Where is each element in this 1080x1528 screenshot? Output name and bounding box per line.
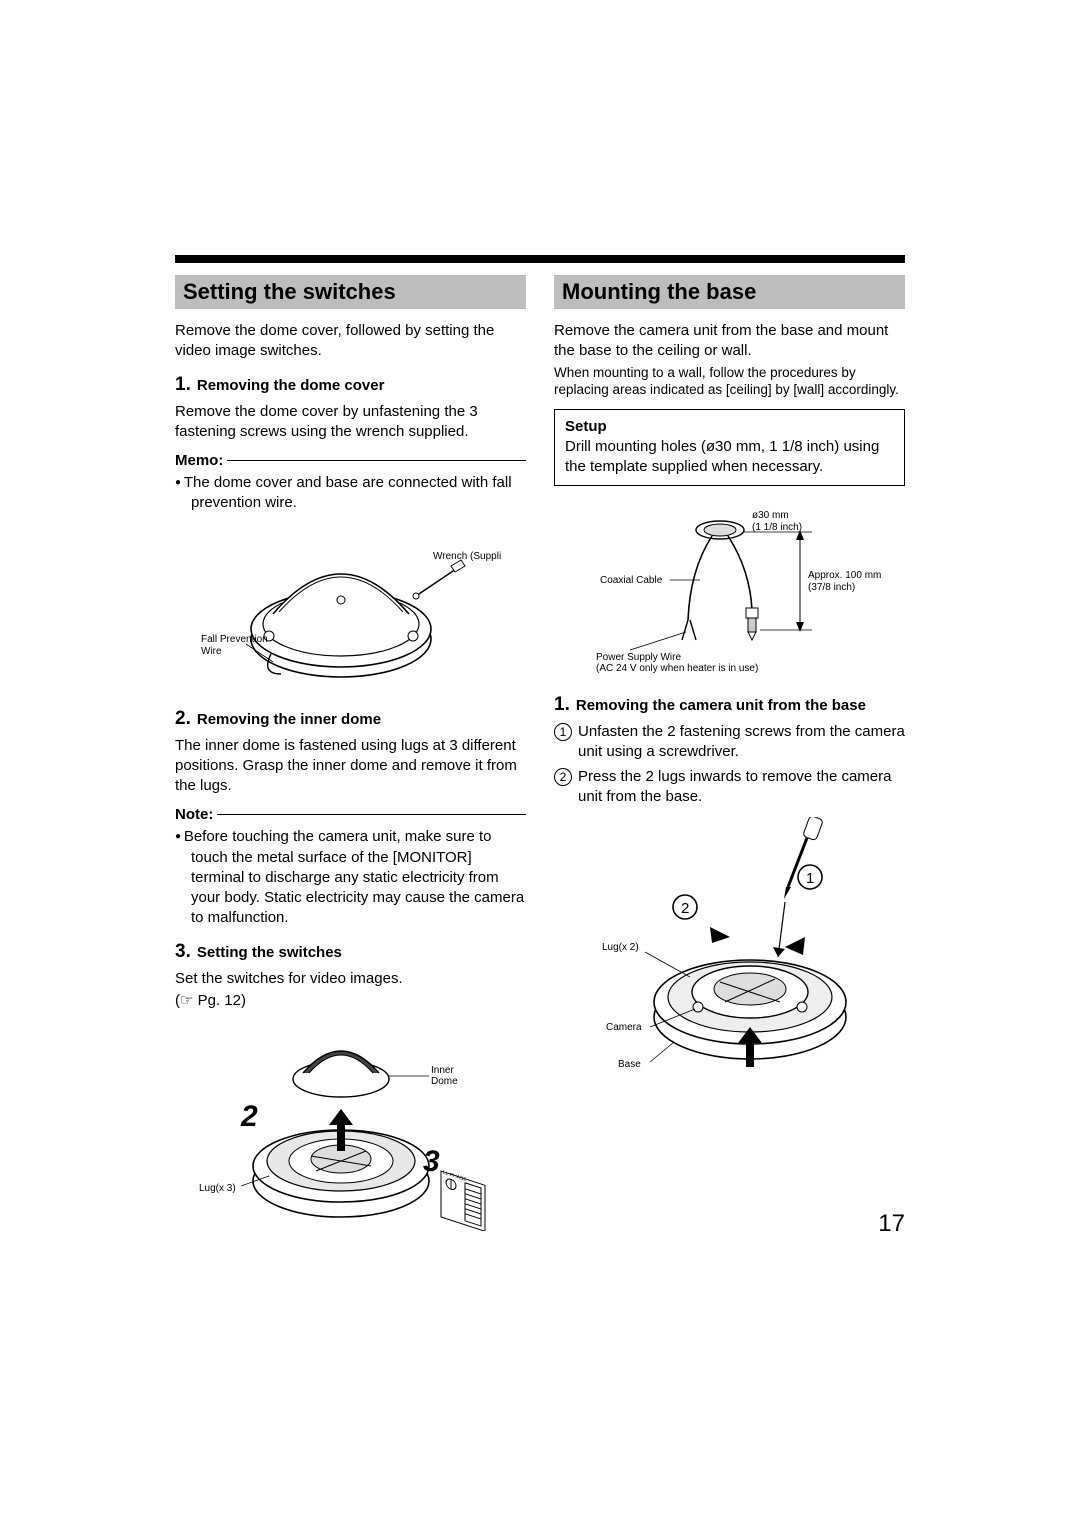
section-header-mounting: Mounting the base <box>554 275 905 309</box>
step-number: 2. <box>175 708 191 730</box>
setup-box: Setup Drill mounting holes (ø30 mm, 1 1/… <box>554 409 905 487</box>
label-approx-b: (37/8 inch) <box>808 582 855 593</box>
figure-camera-removal: 1 2 <box>554 817 905 1097</box>
label-psw-a: Power Supply Wire <box>596 652 681 663</box>
figure-dome-cover: Wrench (Supplied) Fall Prevention Wire <box>175 524 526 694</box>
label-fall-prevention-a: Fall Prevention <box>201 634 268 645</box>
memo-rule <box>227 460 526 461</box>
circled-2-icon: 2 <box>554 768 572 786</box>
two-column-layout: Setting the switches Remove the dome cov… <box>175 275 905 1245</box>
right-column: Mounting the base Remove the camera unit… <box>554 275 905 1245</box>
label-approx-a: Approx. 100 mm <box>808 570 881 581</box>
callout-3: 3 <box>423 1145 440 1178</box>
step-1-body: Remove the dome cover by unfastening the… <box>175 402 526 443</box>
label-psw-b: (AC 24 V only when heater is in use) <box>596 663 758 674</box>
note-label: Note: <box>175 806 213 823</box>
step-title: Setting the switches <box>197 944 342 961</box>
intro-text: Remove the dome cover, followed by setti… <box>175 321 526 362</box>
label-lug3: Lug(x 3) <box>199 1183 236 1194</box>
heading-mounting-base: Mounting the base <box>562 279 897 305</box>
callout-circled-2: 2 <box>681 900 689 917</box>
page-content: Setting the switches Remove the dome cov… <box>175 255 905 1245</box>
circled-1-icon: 1 <box>554 723 572 741</box>
right-step-1: 1. Removing the camera unit from the bas… <box>554 694 905 716</box>
step-title: Removing the inner dome <box>197 711 381 728</box>
substep-1: 1 Unfasten the 2 fastening screws from t… <box>554 722 905 763</box>
label-lug2: Lug(x 2) <box>602 942 639 953</box>
step-3-body-a: Set the switches for video images. <box>175 969 526 989</box>
callout-circled-1: 1 <box>806 870 814 887</box>
memo-item: The dome cover and base are connected wi… <box>175 473 526 514</box>
substep-2: 2 Press the 2 lugs inwards to remove the… <box>554 767 905 808</box>
label-inner-dome-b: Dome <box>431 1076 458 1087</box>
label-camera: Camera <box>606 1022 642 1033</box>
figure-template-cables: ø30 mm (1 1/8 inch) Coaxial Cable <box>554 500 905 680</box>
section-header-switches: Setting the switches <box>175 275 526 309</box>
step-3-body-b: (☞ Pg. 12) <box>175 991 526 1011</box>
memo-list: The dome cover and base are connected wi… <box>175 473 526 514</box>
step-number: 1. <box>175 374 191 396</box>
step-number: 3. <box>175 941 191 963</box>
intro-b: When mounting to a wall, follow the proc… <box>554 364 905 399</box>
label-fall-prevention-b: Wire <box>201 646 222 657</box>
top-rule <box>175 255 905 263</box>
figure-inner-dome: Inner Dome Lug(x 3) 2 3 <box>175 1021 526 1231</box>
step-2-body: The inner dome is fastened using lugs at… <box>175 736 526 797</box>
callout-2: 2 <box>240 1100 258 1133</box>
note-rule <box>217 814 526 815</box>
memo-label: Memo: <box>175 452 223 469</box>
heading-setting-switches: Setting the switches <box>183 279 518 305</box>
step-2: 2. Removing the inner dome <box>175 708 526 730</box>
setup-label: Setup <box>565 418 894 435</box>
label-base: Base <box>618 1059 641 1070</box>
page-number: 17 <box>878 1210 905 1238</box>
substep-1-text: Unfasten the 2 fastening screws from the… <box>578 722 905 763</box>
step-number: 1. <box>554 694 570 716</box>
substep-2-text: Press the 2 lugs inwards to remove the c… <box>578 767 905 808</box>
memo-heading: Memo: <box>175 452 526 469</box>
setup-body: Drill mounting holes (ø30 mm, 1 1/8 inch… <box>565 437 894 478</box>
label-wrench: Wrench (Supplied) <box>433 551 501 562</box>
label-d30-b: (1 1/8 inch) <box>752 522 802 533</box>
note-heading: Note: <box>175 806 526 823</box>
step-1: 1. Removing the dome cover <box>175 374 526 396</box>
note-item: Before touching the camera unit, make su… <box>175 827 526 928</box>
step-title: Removing the camera unit from the base <box>576 697 866 714</box>
label-d30-a: ø30 mm <box>752 510 789 521</box>
step-3: 3. Setting the switches <box>175 941 526 963</box>
left-column: Setting the switches Remove the dome cov… <box>175 275 526 1245</box>
intro-a: Remove the camera unit from the base and… <box>554 321 905 362</box>
label-inner-dome-a: Inner <box>431 1065 454 1076</box>
label-coax: Coaxial Cable <box>600 575 663 586</box>
step-title: Removing the dome cover <box>197 377 385 394</box>
note-list: Before touching the camera unit, make su… <box>175 827 526 928</box>
